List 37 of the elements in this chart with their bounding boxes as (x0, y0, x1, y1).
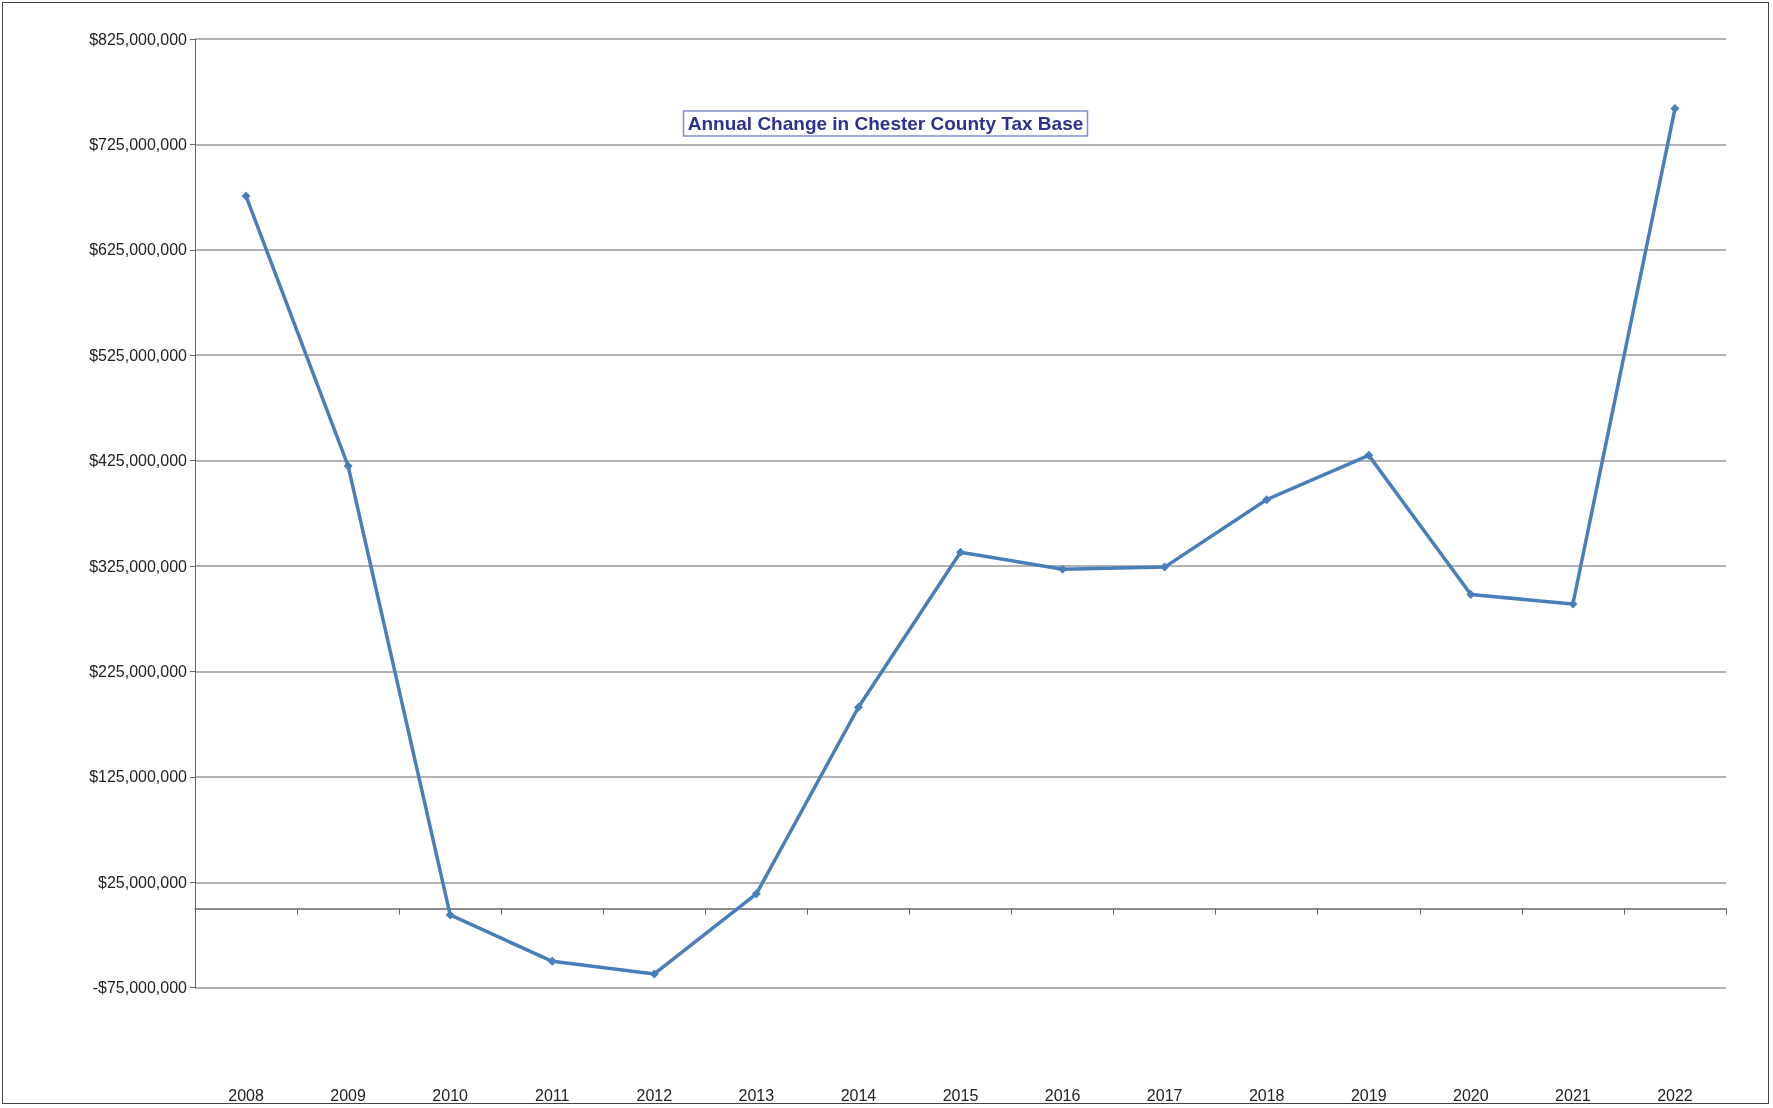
y-tick-label: $125,000,000 (89, 768, 188, 786)
point (1364, 450, 1374, 460)
x-tick-label: 2019 (1350, 1086, 1387, 1104)
x-tick-label: 2014 (840, 1086, 877, 1104)
y-tick-label: $725,000,000 (89, 135, 188, 153)
point (751, 889, 761, 899)
x-tick-label: 2008 (228, 1086, 264, 1104)
text: Annual Change in Chester County Tax Base (687, 113, 1084, 134)
point (1262, 495, 1272, 505)
point (547, 956, 557, 966)
y-tick-label: $425,000,000 (89, 452, 188, 470)
y-tick-label: $25,000,000 (98, 873, 188, 891)
point (445, 910, 455, 920)
point (1568, 599, 1578, 609)
x-tick-label: 2017 (1146, 1086, 1183, 1104)
x-tick-label: 2018 (1248, 1086, 1285, 1104)
point (241, 191, 251, 201)
x-tick-label: 2010 (432, 1086, 469, 1104)
x-tick-label: 2011 (535, 1086, 570, 1104)
point (956, 547, 965, 557)
y-tick-label: $625,000,000 (89, 241, 188, 259)
x-tick-label: 2015 (942, 1086, 979, 1104)
y-tick-label: -$75,000,000 (92, 979, 188, 997)
point (343, 461, 353, 471)
x-tick-label: 2022 (1657, 1086, 1693, 1104)
y-tick-label: $525,000,000 (89, 346, 188, 364)
x-tick-label: 2020 (1453, 1086, 1489, 1104)
y-tick-label: $225,000,000 (89, 662, 188, 680)
x-tick-label: 2013 (738, 1086, 775, 1104)
y-tick-label: $825,000,000 (89, 30, 188, 48)
point (1160, 562, 1170, 572)
x-tick-label: 2009 (330, 1086, 366, 1104)
y-tick-label: $325,000,000 (89, 557, 188, 575)
x-tick-label: 2016 (1044, 1086, 1081, 1104)
point (853, 702, 863, 712)
x-tick-label: 2012 (636, 1086, 673, 1104)
x-tick-label: 2021 (1555, 1086, 1591, 1104)
